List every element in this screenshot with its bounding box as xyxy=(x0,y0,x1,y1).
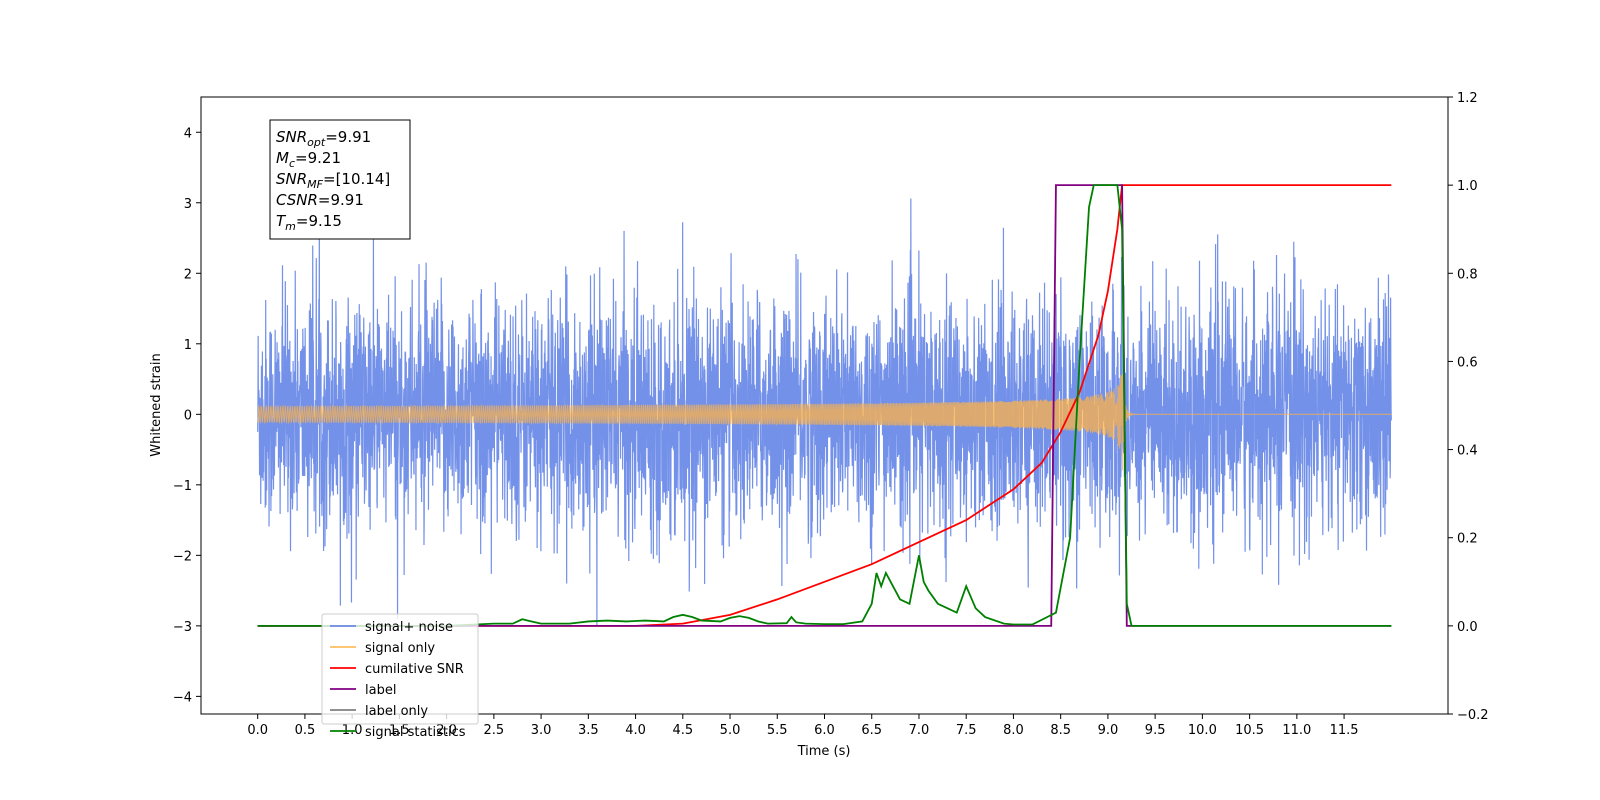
legend-entry-label: signal+ noise xyxy=(365,620,453,635)
y-tick-label: 0 xyxy=(184,408,192,423)
legend-entry-label: label xyxy=(365,683,396,698)
annotation-subscript: c xyxy=(289,157,295,170)
y2-tick-label: 0.4 xyxy=(1457,444,1478,459)
annotation-value: =[10.14] xyxy=(323,170,390,188)
y-tick-label: −1 xyxy=(173,479,192,494)
y2-tick-label: 1.0 xyxy=(1457,179,1478,194)
y2-tick-label: 0.2 xyxy=(1457,532,1478,547)
y2-tick-label: 0.0 xyxy=(1457,620,1478,635)
y2-tick-label: 0.6 xyxy=(1457,355,1478,370)
x-tick-label: 2.5 xyxy=(484,723,505,738)
y-tick-label: 2 xyxy=(184,267,192,282)
x-tick-label: 9.0 xyxy=(1098,723,1119,738)
x-tick-label: 6.5 xyxy=(861,723,882,738)
annotation-subscript: m xyxy=(285,220,296,233)
annotation-value: =9.91 xyxy=(318,191,364,209)
x-tick-label: 8.0 xyxy=(1003,723,1024,738)
legend-frame xyxy=(321,613,479,725)
y-tick-label: 4 xyxy=(184,126,192,141)
x-tick-label: 5.5 xyxy=(767,723,788,738)
x-axis: 0.0 0.5 1.0 1.5 2.0 2.5 3.0 3.5 4.0 4.5 5.0 5.5 6.0 6… xyxy=(247,714,1359,738)
x-tick-label: 11.5 xyxy=(1330,723,1359,738)
y-tick-label: 3 xyxy=(184,197,192,212)
x-tick-label: 5.0 xyxy=(720,723,741,738)
annotation-box: SNRopt=9.91Mc=9.21SNRMF=[10.14]CSNR=9.91… xyxy=(269,119,411,240)
annotation-symbol: SNR xyxy=(276,128,307,146)
annotation-line: Mc=9.21 xyxy=(276,149,341,170)
y-axis-right: 1.2 1.0 0.8 0.6 0.4 0.2 0.0 −0.2 xyxy=(1448,91,1489,723)
series-cumilative-snr-line xyxy=(257,184,1392,627)
x-tick-label: 3.5 xyxy=(578,723,599,738)
y-tick-label: −4 xyxy=(173,690,192,705)
annotation-line: Tm=9.15 xyxy=(276,212,342,233)
x-tick-label: 11.0 xyxy=(1282,723,1311,738)
y2-tick-label: 1.2 xyxy=(1457,91,1478,106)
annotation-line: SNRMF=[10.14] xyxy=(276,170,390,191)
x-tick-label: 0.0 xyxy=(247,723,268,738)
y2-tick-label: −0.2 xyxy=(1457,708,1489,723)
series-signal-statistics-line xyxy=(257,184,1392,627)
y-axis-title: Whitened strain xyxy=(149,353,164,456)
y-tick-label: 1 xyxy=(184,338,192,353)
annotation-subscript: MF xyxy=(307,178,323,191)
y-axis-left: 4 3 2 1 0 −1 −2 −3 −4 xyxy=(173,126,201,705)
y-tick-label: −3 xyxy=(173,620,192,635)
annotation-subscript: opt xyxy=(307,136,326,149)
annotation-value: =9.91 xyxy=(325,128,371,146)
x-tick-label: 0.5 xyxy=(295,723,316,738)
signal-only-line xyxy=(257,373,1392,471)
annotation-line: SNRopt=9.91 xyxy=(276,128,371,149)
annotation-symbol: SNR xyxy=(276,170,307,188)
x-tick-label: 3.0 xyxy=(531,723,552,738)
annotation-frame xyxy=(269,119,411,240)
annotation-symbol: CSNR xyxy=(276,191,318,209)
x-tick-label: 10.5 xyxy=(1235,723,1264,738)
series-signal-only xyxy=(257,373,1392,471)
x-tick-label: 6.0 xyxy=(814,723,835,738)
signal-plus-noise-line xyxy=(257,198,1392,627)
x-tick-label: 4.0 xyxy=(625,723,646,738)
x-tick-label: 7.0 xyxy=(909,723,930,738)
x-tick-label: 10.0 xyxy=(1188,723,1217,738)
legend-entry-label: signal only xyxy=(365,641,435,656)
x-axis-title: Time (s) xyxy=(797,744,851,759)
y2-tick-label: 0.8 xyxy=(1457,267,1478,282)
x-tick-label: 9.5 xyxy=(1145,723,1166,738)
legend: signal+ noise signal only cumilative SNR la… xyxy=(321,613,479,740)
x-tick-label: 4.5 xyxy=(672,723,693,738)
x-tick-label: 8.5 xyxy=(1050,723,1071,738)
legend-entry-label: cumilative SNR xyxy=(365,662,464,677)
x-tick-label: 2.0 xyxy=(436,723,457,738)
annotation-value: =9.21 xyxy=(295,149,341,167)
right-axis-series xyxy=(257,184,1392,627)
annotation-symbol: M xyxy=(276,149,289,167)
plot-area xyxy=(257,184,1392,627)
annotation-symbol: T xyxy=(276,212,287,230)
annotation-line: CSNR=9.91 xyxy=(276,191,364,209)
x-tick-label: 1.5 xyxy=(389,723,410,738)
series-signal-plus-noise xyxy=(257,198,1392,627)
x-tick-label: 7.5 xyxy=(956,723,977,738)
legend-entry-label: signal statistics xyxy=(365,725,466,740)
y-tick-label: −2 xyxy=(173,549,192,564)
annotation-value: =9.15 xyxy=(296,212,342,230)
legend-entry-label: label only xyxy=(365,704,428,719)
